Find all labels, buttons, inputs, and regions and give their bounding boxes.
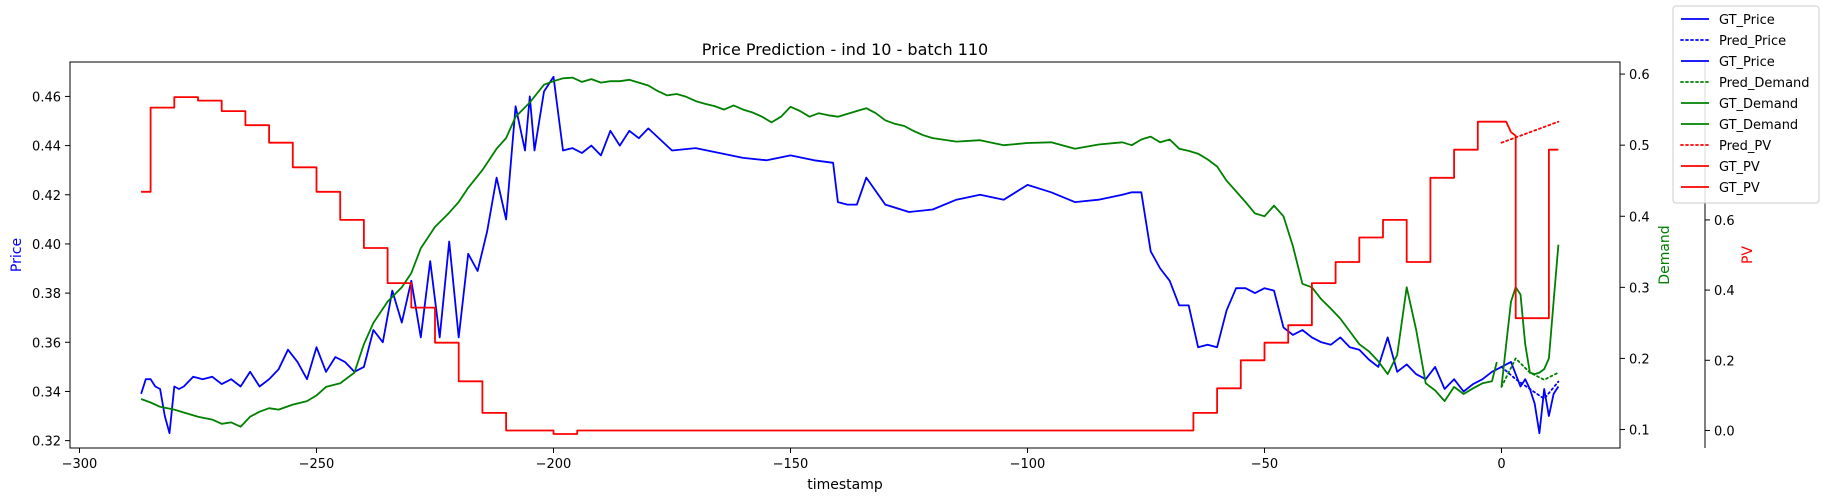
- price-tick-label: 0.36: [32, 336, 61, 351]
- legend-label: GT_Demand: [1719, 97, 1798, 112]
- pv-tick-label: 0.2: [1714, 354, 1735, 369]
- y-axis-pv-label: PV: [1740, 246, 1756, 264]
- legend-label: Pred_Demand: [1719, 76, 1810, 91]
- demand-tick-label: 0.4: [1629, 210, 1650, 225]
- price-tick-label: 0.40: [32, 238, 61, 253]
- price-tick-label: 0.38: [32, 287, 61, 302]
- x-tick-label: −200: [536, 457, 572, 472]
- demand-tick-label: 0.6: [1629, 68, 1650, 83]
- series-gt-pv-line: [141, 96, 1512, 435]
- plot-frame: [69, 61, 1621, 449]
- pv-tick-label: 0.0: [1714, 424, 1735, 439]
- x-tick-label: −300: [62, 457, 98, 472]
- x-axis-label: timestamp: [807, 477, 883, 493]
- price-tick-label: 0.46: [32, 90, 61, 105]
- legend-box: [1672, 5, 1820, 204]
- legend-label: GT_PV: [1719, 181, 1760, 196]
- legend-label: GT_Demand: [1719, 118, 1798, 133]
- price-tick-label: 0.34: [32, 385, 61, 400]
- x-tick-label: −250: [299, 457, 335, 472]
- y-axis-price: 0.32 0.34 0.36 0.38 0.40 0.42 0.44 0.46: [32, 90, 70, 450]
- x-tick-label: 0: [1497, 457, 1505, 472]
- legend-label: Pred_PV: [1719, 139, 1771, 154]
- x-tick-label: −150: [773, 457, 809, 472]
- legend-label: GT_Price: [1719, 13, 1775, 28]
- price-tick-label: 0.42: [32, 189, 61, 204]
- series-gt-price-line: [140, 75, 1560, 435]
- demand-tick-label: 0.5: [1629, 139, 1650, 154]
- series-gt-demand-line: [1500, 244, 1560, 387]
- x-tick-label: −50: [1251, 457, 1278, 472]
- series-gt-pv-line: [1510, 131, 1559, 320]
- demand-tick-label: 0.2: [1629, 352, 1650, 367]
- legend-label: Pred_Price: [1719, 34, 1786, 49]
- legend-label: GT_PV: [1719, 160, 1760, 175]
- legend: GT_Price Pred_Price GT_Price Pred_Demand GT_…: [1672, 5, 1820, 204]
- chart-title: Price Prediction - ind 10 - batch 110: [702, 40, 988, 59]
- pv-tick-label: 0.4: [1714, 284, 1735, 299]
- legend-label: GT_Price: [1719, 55, 1775, 70]
- y-axis-demand-label: Demand: [1657, 225, 1673, 284]
- demand-tick-label: 0.3: [1629, 281, 1650, 296]
- demand-tick-label: 0.1: [1629, 424, 1650, 439]
- x-axis: −300 −250 −200 −150 −100 −50 0: [62, 448, 1506, 472]
- y-axis-demand: 0.1 0.2 0.3 0.4 0.5 0.6: [1620, 68, 1650, 439]
- series-pred-price-line: [1500, 365, 1560, 400]
- series-pred-pv-line: [1500, 120, 1560, 144]
- price-tick-label: 0.32: [32, 435, 61, 450]
- series-layer: [140, 75, 1560, 435]
- plot-area: [69, 61, 1621, 449]
- pv-tick-label: 0.6: [1714, 214, 1735, 229]
- x-tick-label: −100: [1010, 457, 1046, 472]
- y-axis-price-label: Price: [9, 238, 25, 272]
- series-gt-demand-line: [140, 76, 1498, 428]
- price-tick-label: 0.44: [32, 140, 61, 155]
